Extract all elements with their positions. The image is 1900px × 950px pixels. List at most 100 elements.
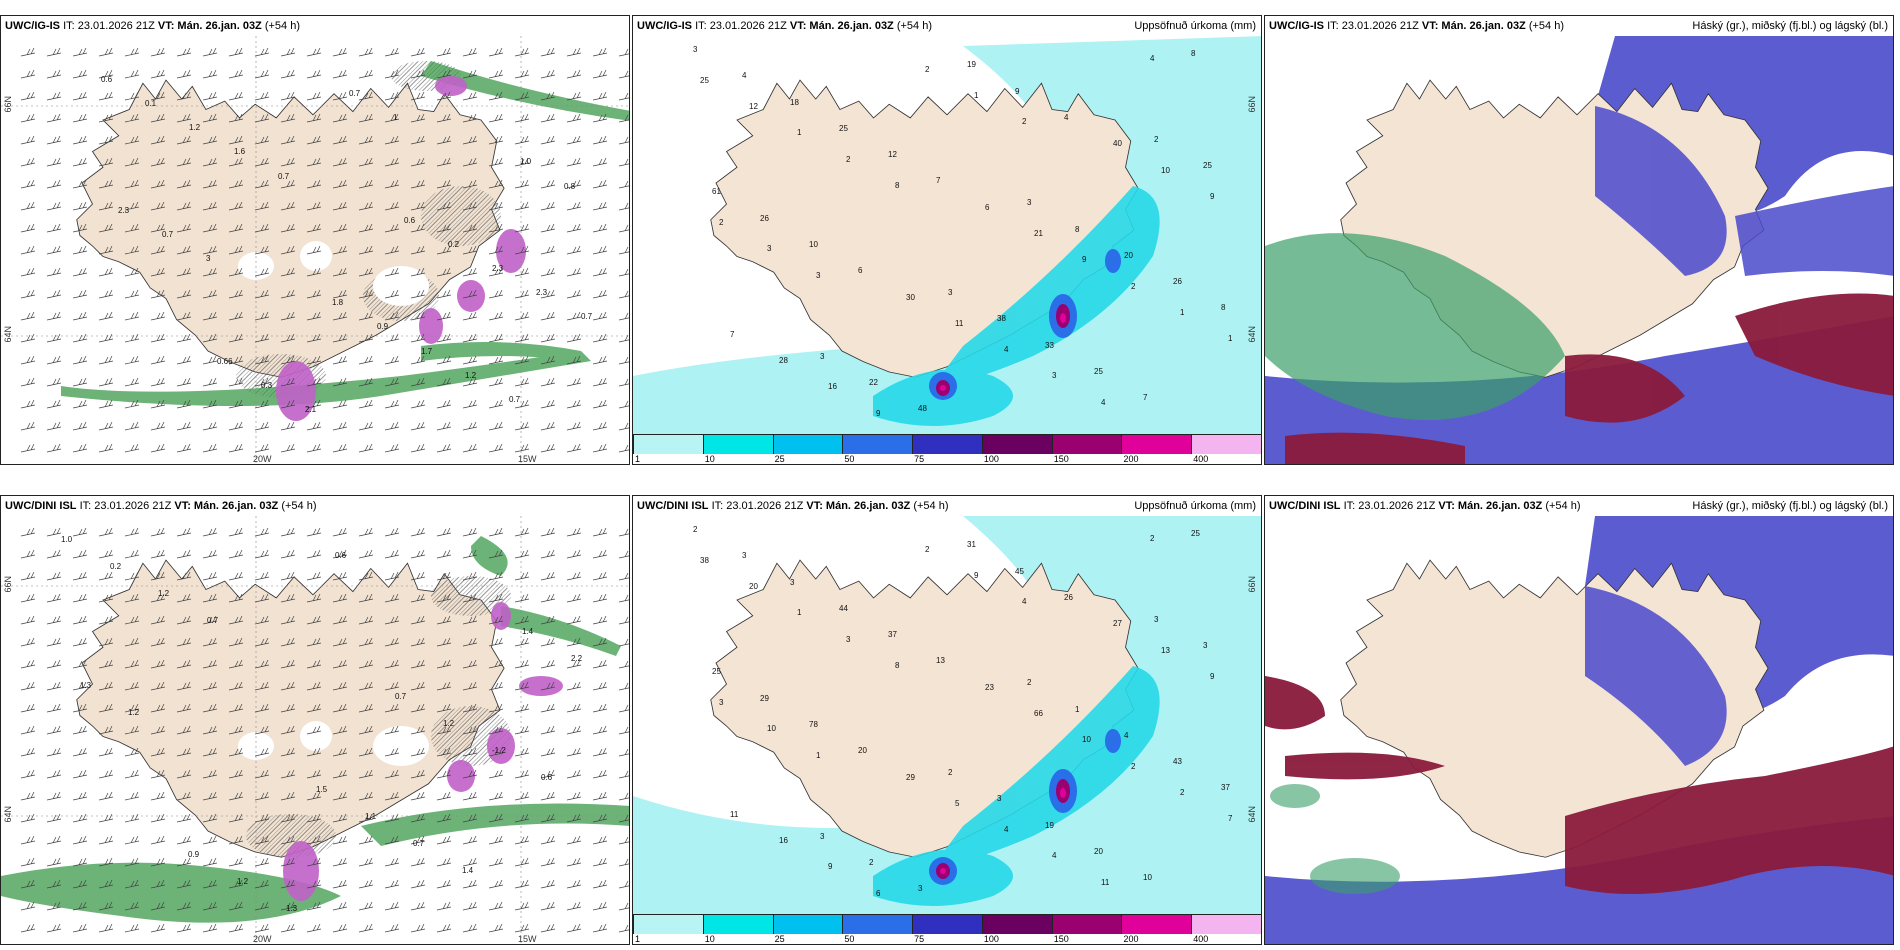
- wind-barb: [124, 637, 140, 647]
- wind-barb: [618, 704, 629, 713]
- wind-barb: [384, 421, 400, 431]
- wind-barb: [46, 747, 62, 757]
- wind-barb: [124, 703, 140, 713]
- wind-barb: [46, 703, 62, 713]
- wind-barb: [254, 311, 270, 321]
- wind-barb: [540, 91, 556, 101]
- value-label: 3: [1027, 198, 1032, 207]
- wind-barb: [150, 725, 166, 735]
- wind-barb: [228, 377, 244, 387]
- wind-barb: [228, 157, 244, 167]
- wind-barb: [46, 615, 62, 625]
- wind-barb: [436, 549, 452, 559]
- wind-barb: [254, 157, 270, 167]
- wind-barb: [176, 91, 192, 101]
- wind-barb: [618, 902, 629, 911]
- wind-barb: [280, 311, 296, 321]
- wind-barb: [384, 593, 400, 603]
- legend-bin: 75: [912, 914, 982, 944]
- wind-barb: [332, 879, 348, 889]
- wind-barb: [124, 355, 140, 365]
- wind-barb: [176, 421, 192, 431]
- value-label: 3: [820, 352, 825, 361]
- legend-label: 200: [1123, 934, 1139, 944]
- wind-barb: [46, 593, 62, 603]
- wind-barb: [618, 114, 629, 123]
- wind-barb: [306, 179, 322, 189]
- wind-barb: [410, 69, 426, 79]
- wind-barb: [384, 311, 400, 321]
- wind-barb: [488, 835, 504, 845]
- wind-barb: [20, 659, 36, 669]
- wind-barb: [280, 245, 296, 255]
- wind-barb: [540, 267, 556, 277]
- wind-barb: [254, 113, 270, 123]
- wind-barb: [254, 245, 270, 255]
- wind-barb: [566, 835, 582, 845]
- wind-barb: [410, 901, 426, 911]
- wind-barb: [332, 47, 348, 57]
- wind-barb: [488, 113, 504, 123]
- wind-barb: [592, 289, 608, 299]
- model-name: UWC/IG-IS: [5, 20, 60, 32]
- wind-barb: [462, 179, 478, 189]
- wind-barb: [150, 527, 166, 537]
- wind-barb: [514, 725, 530, 735]
- wind-barb: [176, 527, 192, 537]
- wind-barb: [46, 681, 62, 691]
- value-label: 2.2: [571, 654, 583, 663]
- wind-barb: [228, 593, 244, 603]
- wind-barb: [540, 923, 556, 933]
- wind-barb: [228, 69, 244, 79]
- value-label: 9: [828, 862, 833, 871]
- legend-swatch: [633, 914, 703, 934]
- wind-barb: [410, 91, 426, 101]
- wind-barb: [384, 549, 400, 559]
- wind-barb: [566, 311, 582, 321]
- wind-barb: [176, 201, 192, 211]
- wind-barb: [566, 637, 582, 647]
- wind-barb: [592, 659, 608, 669]
- wind-barb: [540, 69, 556, 79]
- wind-barb: [124, 289, 140, 299]
- wind-barb: [488, 157, 504, 167]
- legend-swatch: [912, 434, 982, 454]
- wind-barb: [124, 179, 140, 189]
- wind-barb: [462, 69, 478, 79]
- value-label: 21: [1034, 229, 1043, 238]
- value-label: 0.7: [581, 312, 593, 321]
- wind-barb: [618, 660, 629, 669]
- wind-barb: [98, 923, 114, 933]
- wind-barb: [280, 91, 296, 101]
- wind-barb: [98, 355, 114, 365]
- wind-barb: [98, 289, 114, 299]
- legend-bin: 10: [702, 914, 773, 944]
- wind-barb: [306, 681, 322, 691]
- legend-swatch: [1121, 434, 1192, 454]
- wind-barb: [98, 813, 114, 823]
- wind-barb: [72, 549, 88, 559]
- wind-barb: [254, 835, 270, 845]
- legend-bin: 200: [1121, 914, 1192, 944]
- value-label: 12: [888, 150, 897, 159]
- wind-barb: [540, 879, 556, 889]
- wind-barb: [202, 223, 218, 233]
- wind-barb: [254, 923, 270, 933]
- wind-barb: [566, 267, 582, 277]
- wind-barb: [254, 637, 270, 647]
- wind-barb: [306, 637, 322, 647]
- legend-swatch: [912, 914, 982, 934]
- wind-barb: [618, 770, 629, 779]
- value-label: 0.6: [335, 551, 347, 560]
- wind-barb: [46, 637, 62, 647]
- value-label: 3: [767, 244, 772, 253]
- wind-barb: [72, 91, 88, 101]
- wind-barb: [228, 179, 244, 189]
- wind-barb: [150, 245, 166, 255]
- wind-barb: [488, 223, 504, 233]
- legend-label: 200: [1123, 454, 1139, 464]
- panel-title: UWC/DINI ISL IT: 23.01.2026 21Z VT: Mán.…: [3, 500, 319, 512]
- wind-barb: [228, 113, 244, 123]
- wind-barb: [124, 879, 140, 889]
- wind-barb: [618, 334, 629, 343]
